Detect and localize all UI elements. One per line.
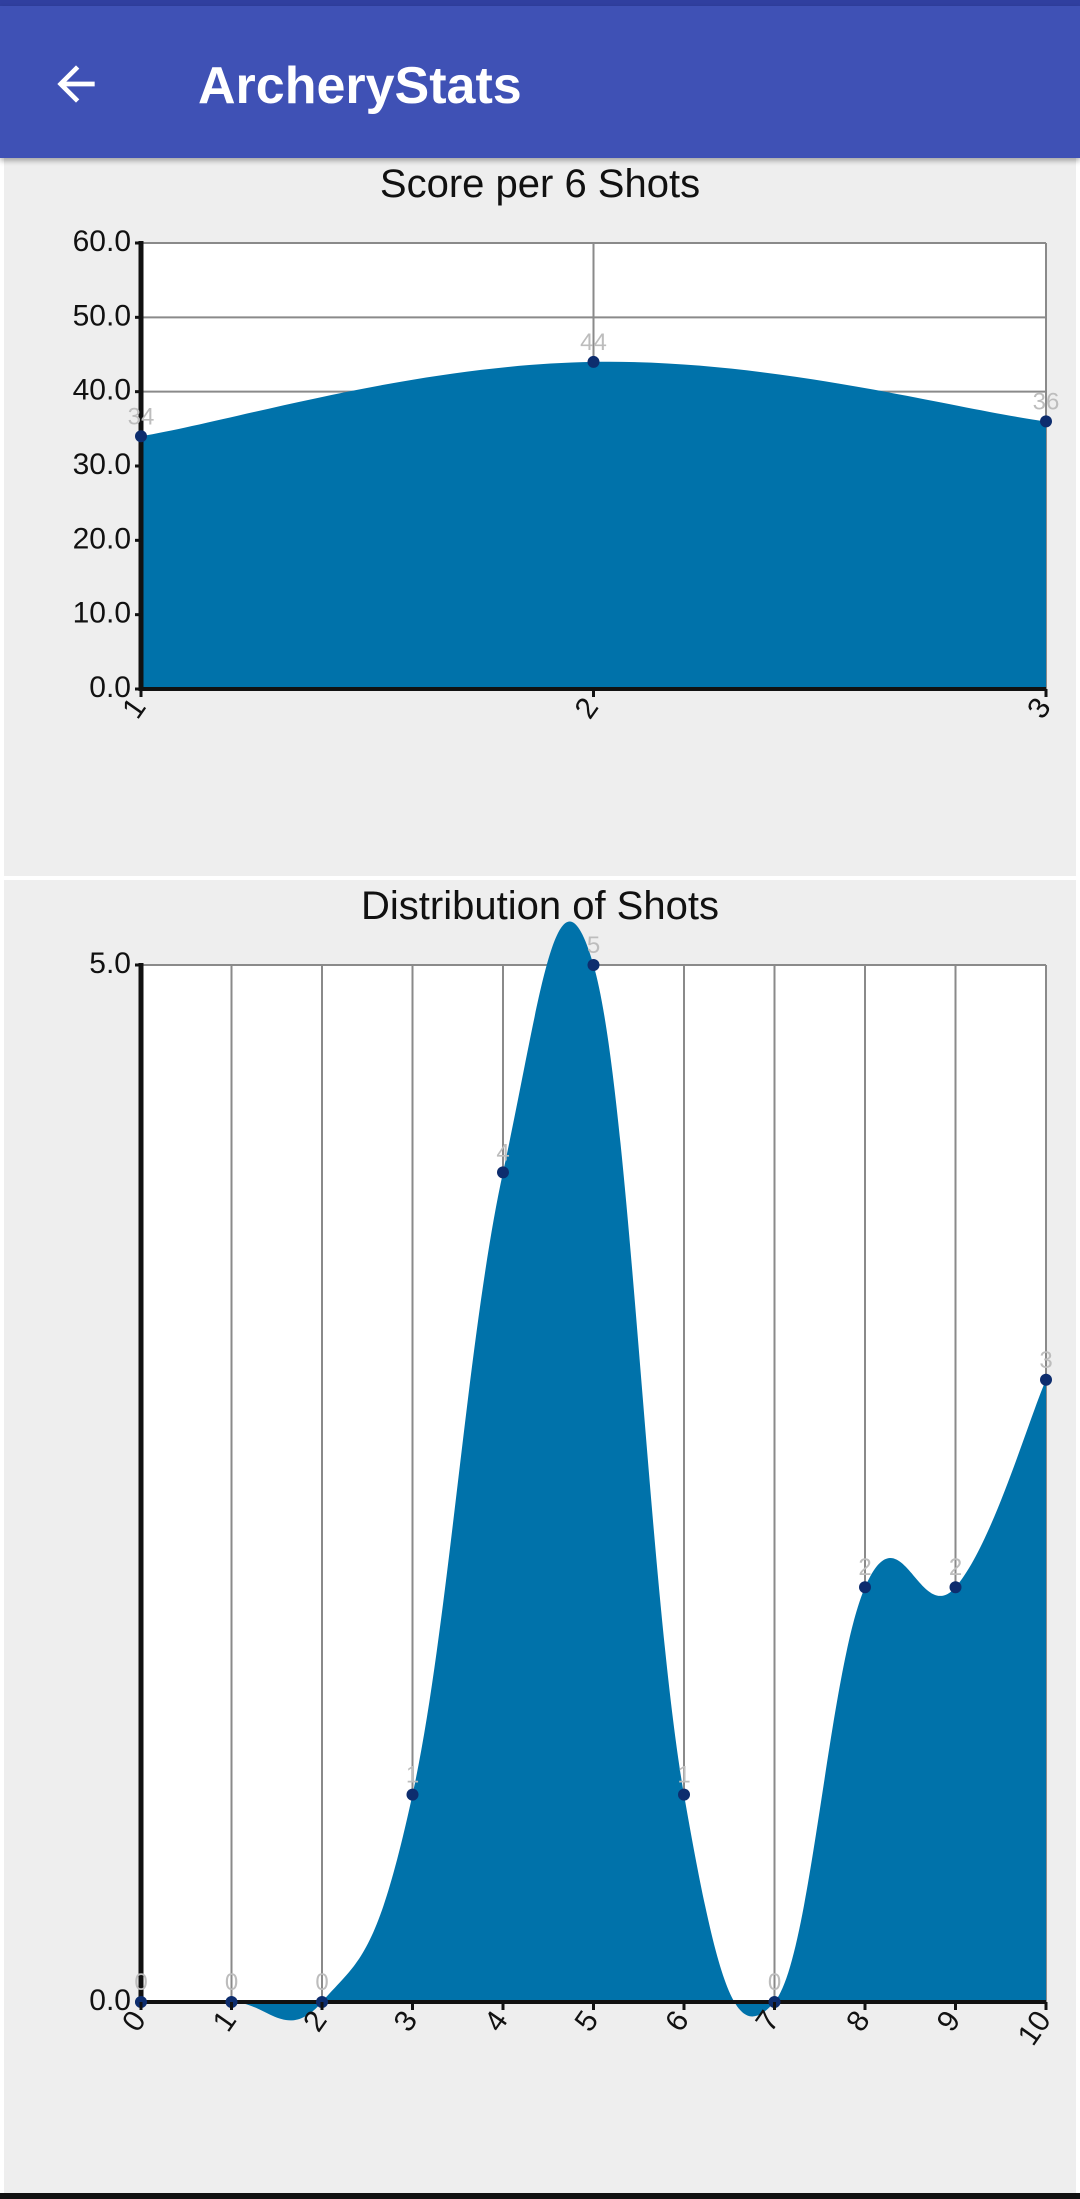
score-ytick-label: 0.0 <box>89 671 131 704</box>
distribution-xtick-label: 5 <box>569 2005 606 2038</box>
back-button[interactable] <box>28 36 124 132</box>
distribution-data-label: 0 <box>134 1969 147 1996</box>
distribution-xtick-label: 0 <box>116 2005 153 2038</box>
score-ytick-label: 60.0 <box>73 225 131 258</box>
distribution-area-fill <box>141 921 1046 2021</box>
distribution-xtick-label: 4 <box>478 2005 515 2038</box>
distribution-data-label: 0 <box>315 1969 328 1996</box>
content-area: Score per 6 Shots 0.0 10.0 20.0 30.0 40.0 50.… <box>0 158 1080 2193</box>
distribution-ytick-label: 5.0 <box>89 947 131 980</box>
distribution-xtick-label: 6 <box>659 2005 696 2038</box>
score-xtick-label: 1 <box>116 692 153 725</box>
app-title: ArcheryStats <box>198 57 522 115</box>
distribution-data-label: 1 <box>406 1762 419 1789</box>
score-data-label: 34 <box>128 403 155 430</box>
score-ytick-label: 40.0 <box>73 374 131 407</box>
distribution-data-point <box>406 1788 419 1801</box>
distribution-data-label: 2 <box>949 1554 962 1581</box>
score-xtick-label: 3 <box>1021 692 1058 725</box>
distribution-xtick-label: 2 <box>297 2005 334 2038</box>
distribution-chart-card: Distribution of Shots 0.0 5.0 0 0 0 1 4 5 1 0 2 2 3 0… <box>4 880 1076 2193</box>
score-ytick-label: 20.0 <box>73 522 131 555</box>
score-data-label: 44 <box>580 329 607 356</box>
score-ytick-label: 10.0 <box>73 597 131 630</box>
score-ytick-label: 30.0 <box>73 448 131 481</box>
distribution-xtick-label: 3 <box>388 2005 425 2038</box>
score-chart-card: Score per 6 Shots 0.0 10.0 20.0 30.0 40.0 50.… <box>4 158 1076 876</box>
distribution-xtick-label: 1 <box>207 2005 244 2038</box>
distribution-data-point <box>949 1581 962 1594</box>
distribution-data-label: 2 <box>858 1554 871 1581</box>
distribution-chart-title: Distribution of Shots <box>361 884 719 928</box>
distribution-data-point <box>1040 1373 1052 1386</box>
distribution-data-point <box>678 1788 690 1801</box>
score-xtick-label: 2 <box>569 692 606 725</box>
app-bar: ArcheryStats <box>0 6 1080 158</box>
score-ytick-label: 50.0 <box>73 299 131 332</box>
distribution-ytick-label: 0.0 <box>89 1984 131 2017</box>
distribution-xtick-label: 7 <box>750 2005 787 2038</box>
distribution-data-point <box>497 1166 509 1179</box>
score-data-point <box>587 355 600 368</box>
score-data-label: 36 <box>1033 388 1060 415</box>
distribution-xtick-label: 10 <box>1012 2005 1058 2051</box>
score-chart-title: Score per 6 Shots <box>379 162 701 206</box>
distribution-data-point <box>859 1581 871 1594</box>
score-data-point <box>1040 415 1052 428</box>
distribution-xtick-label: 9 <box>931 2005 968 2038</box>
distribution-data-label: 4 <box>496 1139 509 1166</box>
navigation-bar <box>0 2193 1080 2199</box>
distribution-data-label: 1 <box>677 1762 690 1789</box>
status-bar <box>0 0 1080 6</box>
distribution-xtick-label: 8 <box>840 2005 877 2038</box>
distribution-data-label: 0 <box>225 1969 238 1996</box>
distribution-data-point <box>587 959 600 971</box>
score-chart: 0.0 10.0 20.0 30.0 40.0 50.0 60.0 34 44 36 1 2 3 <box>73 225 1060 725</box>
arrow-back-icon <box>57 65 95 103</box>
score-area-fill <box>141 361 1046 689</box>
distribution-data-label: 5 <box>587 932 600 959</box>
distribution-data-label: 0 <box>768 1969 781 1996</box>
distribution-data-label: 3 <box>1039 1347 1052 1374</box>
score-data-point <box>135 430 147 443</box>
